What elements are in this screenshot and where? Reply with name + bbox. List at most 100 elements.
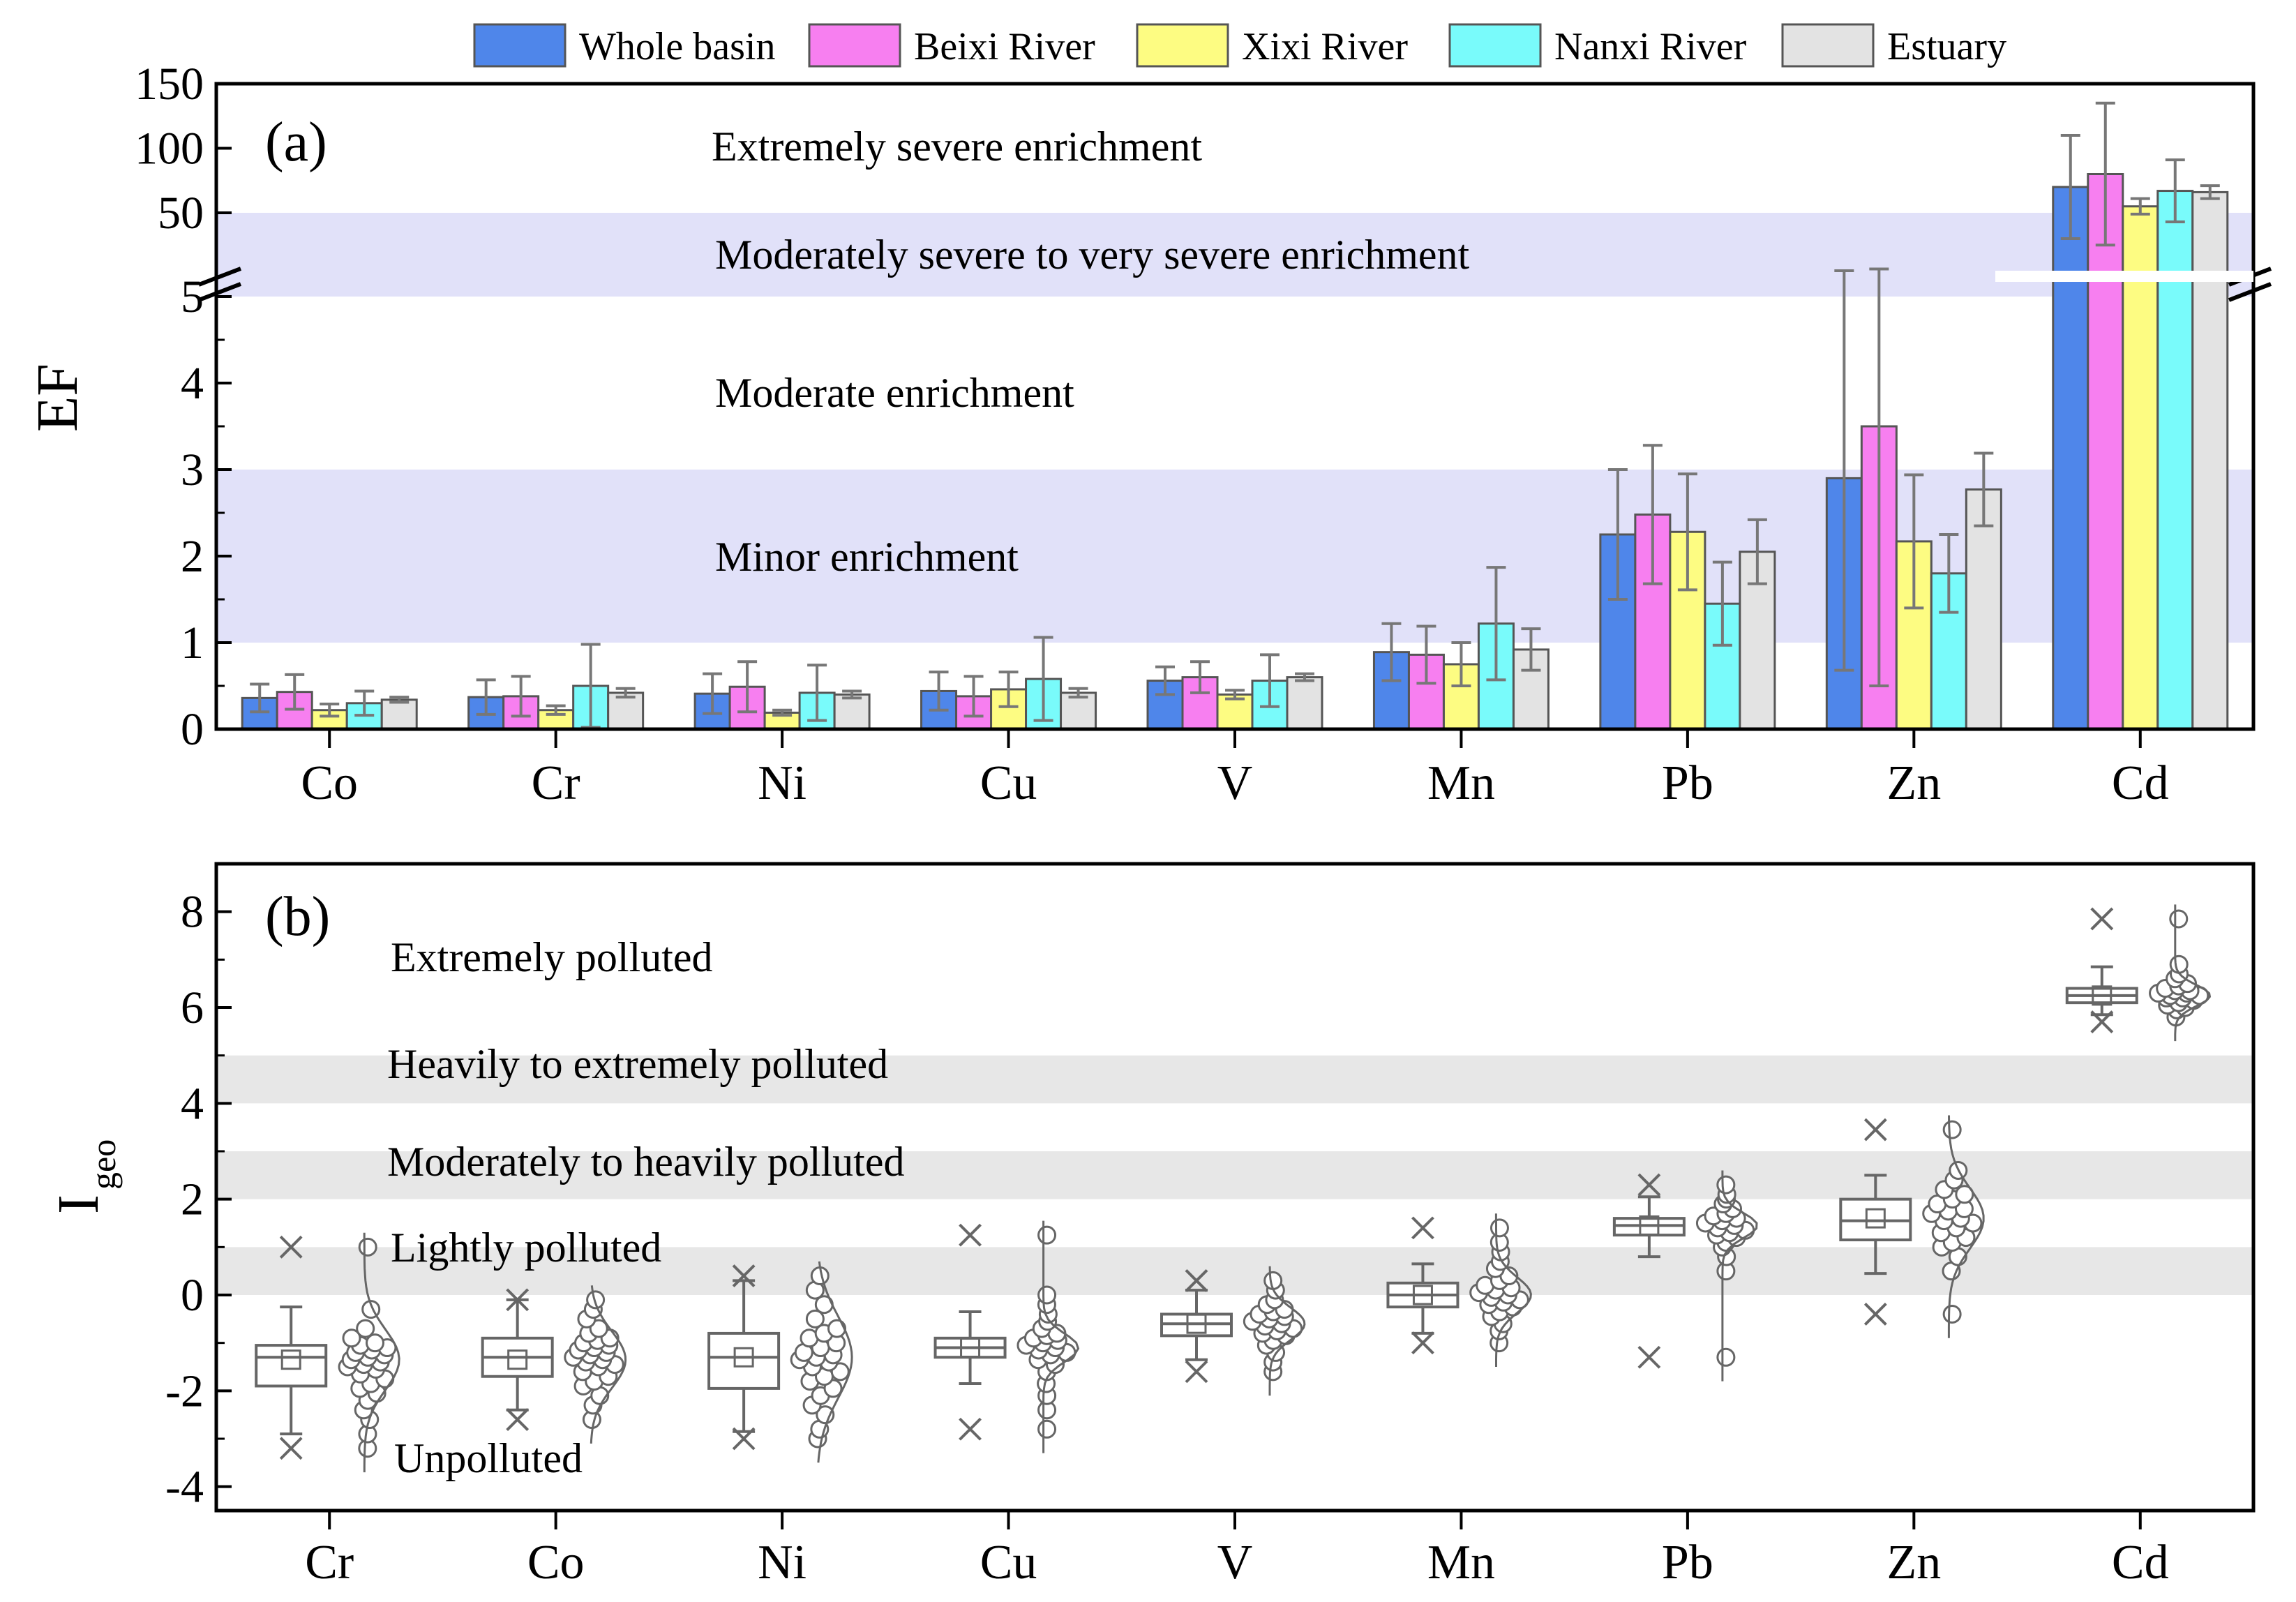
- y-tick-label: -4: [165, 1462, 204, 1513]
- legend-item: Xixi River: [1136, 23, 1408, 68]
- x-tick-label: V: [1217, 1536, 1253, 1589]
- y-tick-label: 50: [158, 188, 204, 239]
- data-point: [2169, 955, 2189, 974]
- distribution-curve: [1268, 1266, 1306, 1396]
- mean-marker: [733, 1347, 754, 1368]
- extreme-marker: [1411, 1331, 1434, 1355]
- box: [255, 1344, 328, 1388]
- extreme-marker: [1411, 1216, 1434, 1240]
- x-tick-label: Zn: [1886, 1536, 1941, 1589]
- extreme-marker: [2090, 1010, 2114, 1034]
- legend-label: Beixi River: [914, 25, 1095, 68]
- band-shaded: [216, 1055, 2253, 1104]
- y-tick-label: -2: [165, 1365, 204, 1416]
- extreme-marker: [1863, 1118, 1887, 1141]
- data-point: [358, 1237, 377, 1257]
- extreme-marker: [1637, 1173, 1661, 1197]
- y-tick-label: 2: [181, 1174, 204, 1225]
- x-tick-label: Pb: [1662, 756, 1713, 810]
- legend-label: Nanxi River: [1554, 25, 1747, 68]
- data-point: [1942, 1120, 1962, 1139]
- y-tick-label: 0: [181, 1270, 204, 1321]
- x-tick-label: Cd: [2112, 756, 2169, 810]
- bar: [2052, 186, 2089, 731]
- box: [707, 1331, 781, 1390]
- extreme-marker: [1637, 1345, 1661, 1369]
- axis-break-left: [197, 267, 242, 302]
- panel-a-label: (a): [265, 112, 327, 173]
- y-tick-label: 4: [181, 358, 204, 409]
- data-point: [366, 1333, 385, 1353]
- extreme-marker: [732, 1264, 756, 1287]
- panel-b-x-axis: Cr Co Ni Cu V Mn Pb Zn Cd: [305, 1511, 2169, 1589]
- band-label-moderately-heavily: Moderately to heavily polluted: [387, 1139, 904, 1185]
- x-tick-label: V: [1217, 756, 1253, 810]
- panel-b-bands: [216, 1055, 2253, 1295]
- x-tick-label: Mn: [1427, 1536, 1495, 1589]
- x-tick-label: Mn: [1427, 756, 1495, 810]
- panel-a-x-axis: Co Cr Ni Cu V Mn Pb Zn Cd: [301, 729, 2169, 810]
- bar: [1286, 676, 1323, 731]
- distribution-curve: [1947, 1115, 1985, 1338]
- legend-item: Beixi River: [808, 23, 1095, 68]
- panel-a-error-bars: [250, 101, 2220, 729]
- data-point: [1955, 1185, 1974, 1204]
- extreme-marker: [279, 1437, 303, 1460]
- y-tick-label: 100: [135, 123, 204, 174]
- mean-marker: [507, 1349, 528, 1370]
- legend-item: Whole basin: [473, 23, 775, 68]
- extreme-marker: [732, 1427, 756, 1451]
- band-label-extremely-polluted: Extremely polluted: [391, 934, 713, 980]
- data-point: [827, 1319, 847, 1338]
- data-point: [2169, 909, 2189, 929]
- mean-marker: [1865, 1208, 1886, 1229]
- legend-item: Nanxi River: [1448, 23, 1747, 68]
- y-tick-label: 0: [181, 704, 204, 755]
- distribution-curve: [1721, 1170, 1758, 1382]
- y-tick-label: 3: [181, 444, 204, 495]
- band-label-unpolluted: Unpolluted: [394, 1435, 583, 1481]
- extreme-marker: [1185, 1268, 1208, 1292]
- extreme-marker: [506, 1288, 530, 1312]
- panel-b-label: (b): [265, 886, 330, 948]
- y-tick-label: 4: [181, 1078, 204, 1129]
- extreme-marker: [506, 1408, 530, 1431]
- mean-marker: [2092, 985, 2113, 1006]
- band-label-moderately-severe: Moderately severe to very severe enrichm…: [715, 232, 1470, 278]
- band-moderately-severe: [216, 213, 2253, 297]
- mean-marker: [1639, 1215, 1660, 1236]
- data-point: [1037, 1225, 1057, 1245]
- panel-a-y-axis: 0 1 2 3 4 5 50 100 150: [135, 59, 232, 755]
- x-tick-label: Cd: [2112, 1536, 2169, 1589]
- x-tick-label: Co: [527, 1536, 585, 1589]
- data-point: [1037, 1285, 1057, 1305]
- distribution-curve: [1494, 1213, 1532, 1367]
- band-label-lightly-polluted: Lightly polluted: [391, 1225, 661, 1271]
- y-tick-label: 150: [135, 59, 204, 110]
- bar: [833, 693, 871, 731]
- x-tick-label: Ni: [758, 1536, 806, 1589]
- y-tick-label: 5: [181, 271, 204, 322]
- panel-b-y-axis: -4 -2 0 2 4 6 8: [165, 887, 232, 1513]
- mean-marker: [280, 1349, 301, 1370]
- distribution-curve: [2174, 904, 2212, 1042]
- axis-break-gap: [1995, 271, 2253, 282]
- band-shaded: [216, 1151, 2253, 1199]
- data-point: [356, 1319, 375, 1338]
- extreme-marker: [959, 1417, 982, 1441]
- mean-marker: [1412, 1285, 1433, 1305]
- band-shaded: [216, 1247, 2253, 1295]
- x-tick-label: Cr: [305, 1536, 354, 1589]
- legend-swatch-nanxi-river: [1448, 23, 1542, 68]
- mean-marker: [1186, 1313, 1207, 1334]
- legend-label: Whole basin: [579, 25, 775, 68]
- ylabel-subscript: geo: [84, 1139, 123, 1190]
- y-tick-label: 6: [181, 982, 204, 1033]
- extreme-marker: [1185, 1360, 1208, 1384]
- data-point: [1037, 1419, 1057, 1439]
- x-tick-label: Ni: [758, 756, 806, 810]
- axis-break-marks: [197, 267, 2272, 302]
- data-point: [816, 1405, 835, 1425]
- bar: [380, 698, 418, 731]
